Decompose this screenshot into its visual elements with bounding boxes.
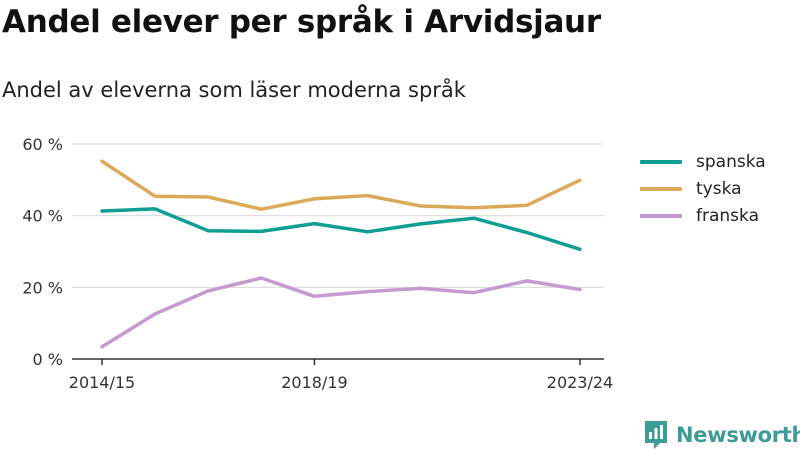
legend-label-spanska: spanska [696, 151, 766, 172]
legend-swatch-franska [640, 213, 682, 218]
axes: 0 % 20 % 40 % 60 % 2014/15 2018/19 2023/24 [22, 135, 613, 392]
series-line-tyska [100, 159, 582, 211]
newsworthy-logo-icon [645, 421, 667, 449]
grid [72, 143, 604, 288]
legend-item-spanska: spanska [640, 148, 766, 175]
series-lines [100, 159, 582, 349]
chart-subtitle: Andel av eleverna som läser moderna språ… [2, 78, 466, 102]
y-tick-label: 60 % [22, 135, 63, 154]
newsworthy-logo: Newsworthy [644, 420, 800, 450]
chart-title: Andel elever per språk i Arvidsjaur [2, 4, 601, 40]
x-tick-label: 2018/19 [281, 373, 347, 392]
series-line-spanska [100, 207, 582, 252]
legend-swatch-tyska [640, 186, 682, 191]
y-tick-label: 20 % [22, 278, 63, 297]
y-tick-label: 0 % [33, 350, 63, 369]
legend: spanska tyska franska [640, 148, 766, 229]
newsworthy-logo-text: Newsworthy [676, 423, 800, 447]
legend-label-tyska: tyska [696, 178, 742, 199]
x-tick-label: 2014/15 [69, 373, 135, 392]
legend-swatch-spanska [640, 159, 682, 164]
y-tick-label: 40 % [22, 207, 63, 226]
legend-item-tyska: tyska [640, 175, 766, 202]
legend-item-franska: franska [640, 202, 766, 229]
legend-label-franska: franska [696, 205, 759, 226]
x-tick-label: 2023/24 [547, 373, 613, 392]
series-line-franska [100, 276, 582, 349]
